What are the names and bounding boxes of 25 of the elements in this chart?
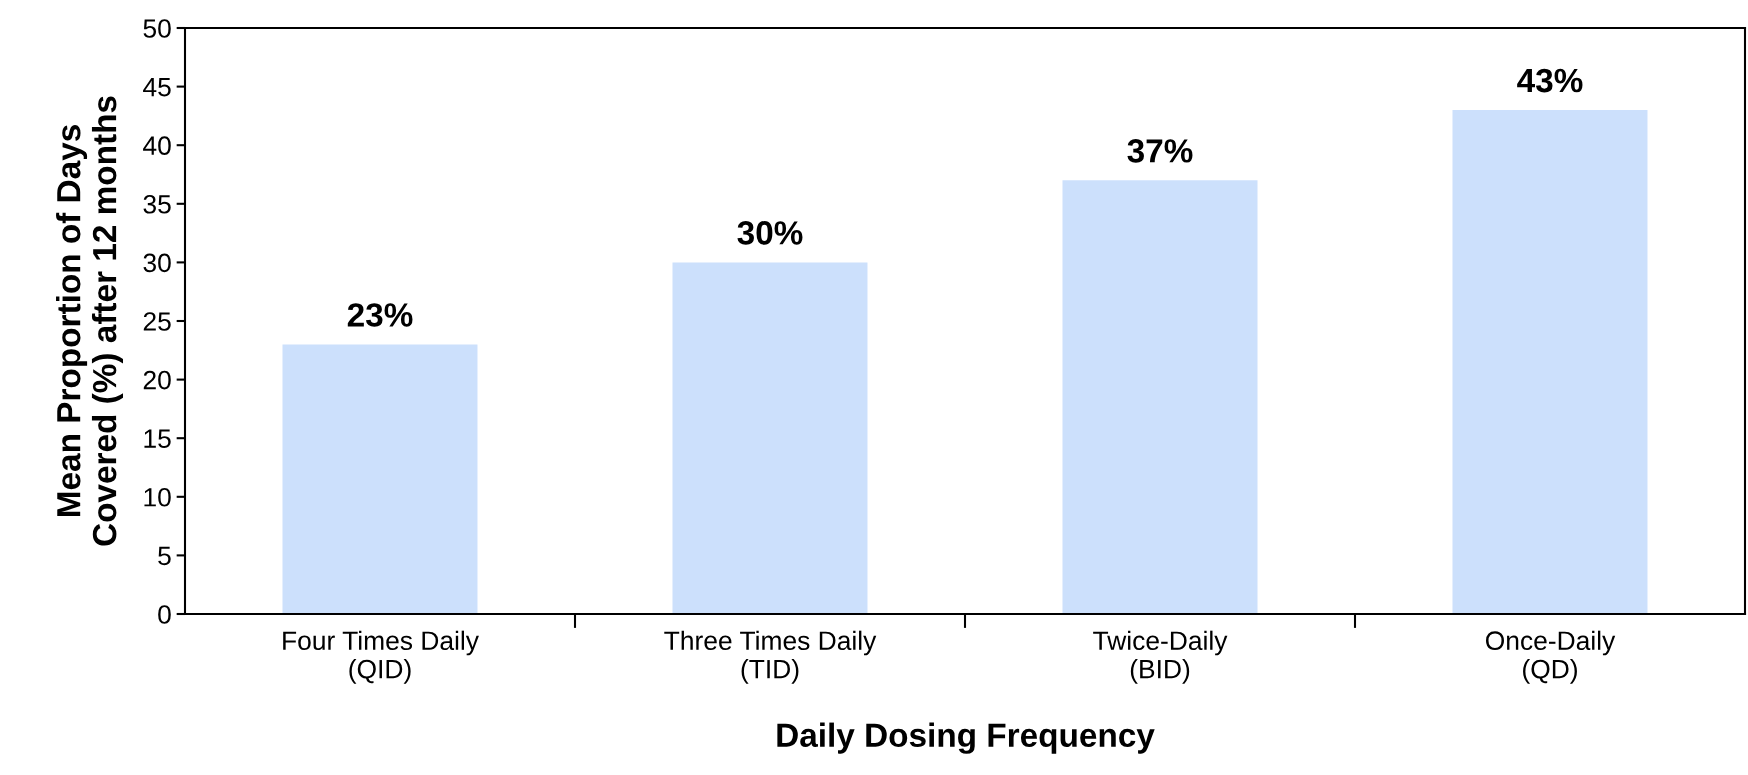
bar [282,344,478,614]
x-tick-label: Four Times Daily (QID) [283,630,479,684]
bar [1062,180,1258,614]
y-tick-label: 35 [143,194,171,214]
y-tick-label: 15 [144,429,171,449]
y-tick-label: 10 [144,487,171,507]
data-label: 30% [737,221,803,245]
bar [672,262,868,614]
data-label: 43% [1517,68,1583,93]
y-tick-label: 25 [143,312,171,331]
y-tick-label: 40 [143,136,171,156]
y-tick-label: 0 [158,605,171,624]
x-tick-label: Twice-Daily (BID) [1093,630,1228,684]
y-axis-title: Mean Proportion of Days Covered (%) after 12 months [56,96,124,546]
data-label: 37% [1127,139,1193,163]
bar [1452,110,1648,614]
y-tick-label: 5 [158,546,171,566]
x-axis-title: Daily Dosing Frequency [777,722,1155,754]
y-tick-label: 45 [143,78,171,97]
x-tick-label: Three Times Daily (TID) [664,630,877,684]
y-tick-label: 50 [143,19,171,38]
x-tick-label: Once-Daily (QD) [1485,630,1616,684]
y-tick-label: 20 [143,370,171,390]
y-tick-label: 30 [143,253,171,273]
data-label: 23% [347,303,413,327]
